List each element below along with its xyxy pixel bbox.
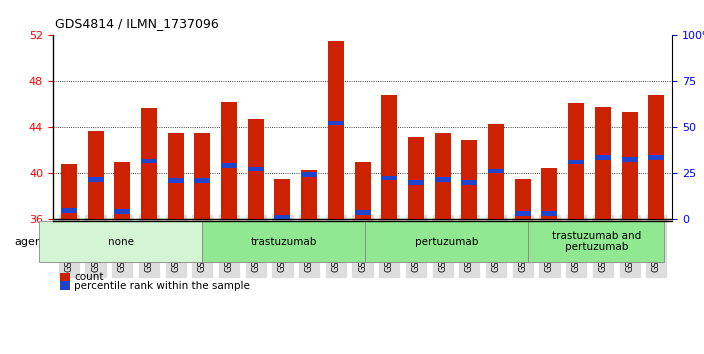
Bar [408, 180, 424, 185]
Bar [488, 124, 504, 219]
Text: pertuzumab: pertuzumab [415, 236, 479, 247]
Bar [328, 120, 344, 125]
Bar [248, 166, 264, 171]
Bar [434, 133, 451, 219]
Bar [622, 113, 638, 219]
Bar [141, 159, 157, 163]
Bar [194, 133, 210, 219]
Bar [221, 102, 237, 219]
Bar [461, 180, 477, 185]
Bar [114, 162, 130, 219]
Bar [194, 178, 210, 183]
Bar [622, 157, 638, 162]
Bar [434, 177, 451, 182]
Bar [382, 95, 397, 219]
Text: agent: agent [14, 236, 46, 247]
Bar [275, 179, 291, 219]
Bar [648, 95, 665, 219]
Bar [648, 155, 665, 160]
Bar [595, 155, 611, 160]
Text: ▶: ▶ [49, 236, 57, 247]
Text: GDS4814 / ILMN_1737096: GDS4814 / ILMN_1737096 [56, 17, 219, 30]
Bar [515, 211, 531, 216]
Bar [461, 140, 477, 219]
Bar [595, 107, 611, 219]
Text: trastuzumab: trastuzumab [251, 236, 317, 247]
Bar [168, 133, 184, 219]
Bar [515, 179, 531, 219]
Text: percentile rank within the sample: percentile rank within the sample [74, 281, 250, 291]
Bar [408, 137, 424, 219]
Text: trastuzumab and
pertuzumab: trastuzumab and pertuzumab [552, 231, 641, 252]
Bar [141, 108, 157, 219]
Bar [168, 178, 184, 183]
Bar [328, 41, 344, 219]
Bar [61, 208, 77, 212]
Bar [568, 160, 584, 164]
Bar [355, 210, 370, 215]
Bar [61, 164, 77, 219]
Bar [301, 170, 318, 219]
Bar [355, 162, 370, 219]
Bar [541, 168, 558, 219]
Text: count: count [74, 272, 103, 282]
Text: none: none [108, 236, 134, 247]
Bar [301, 172, 318, 177]
Bar [488, 169, 504, 173]
Bar [221, 163, 237, 168]
Bar [541, 211, 558, 216]
Bar [87, 131, 103, 219]
Bar [248, 119, 264, 219]
Bar [382, 176, 397, 180]
Bar [87, 177, 103, 182]
Bar [275, 215, 291, 219]
Bar [568, 103, 584, 219]
Bar [114, 209, 130, 214]
